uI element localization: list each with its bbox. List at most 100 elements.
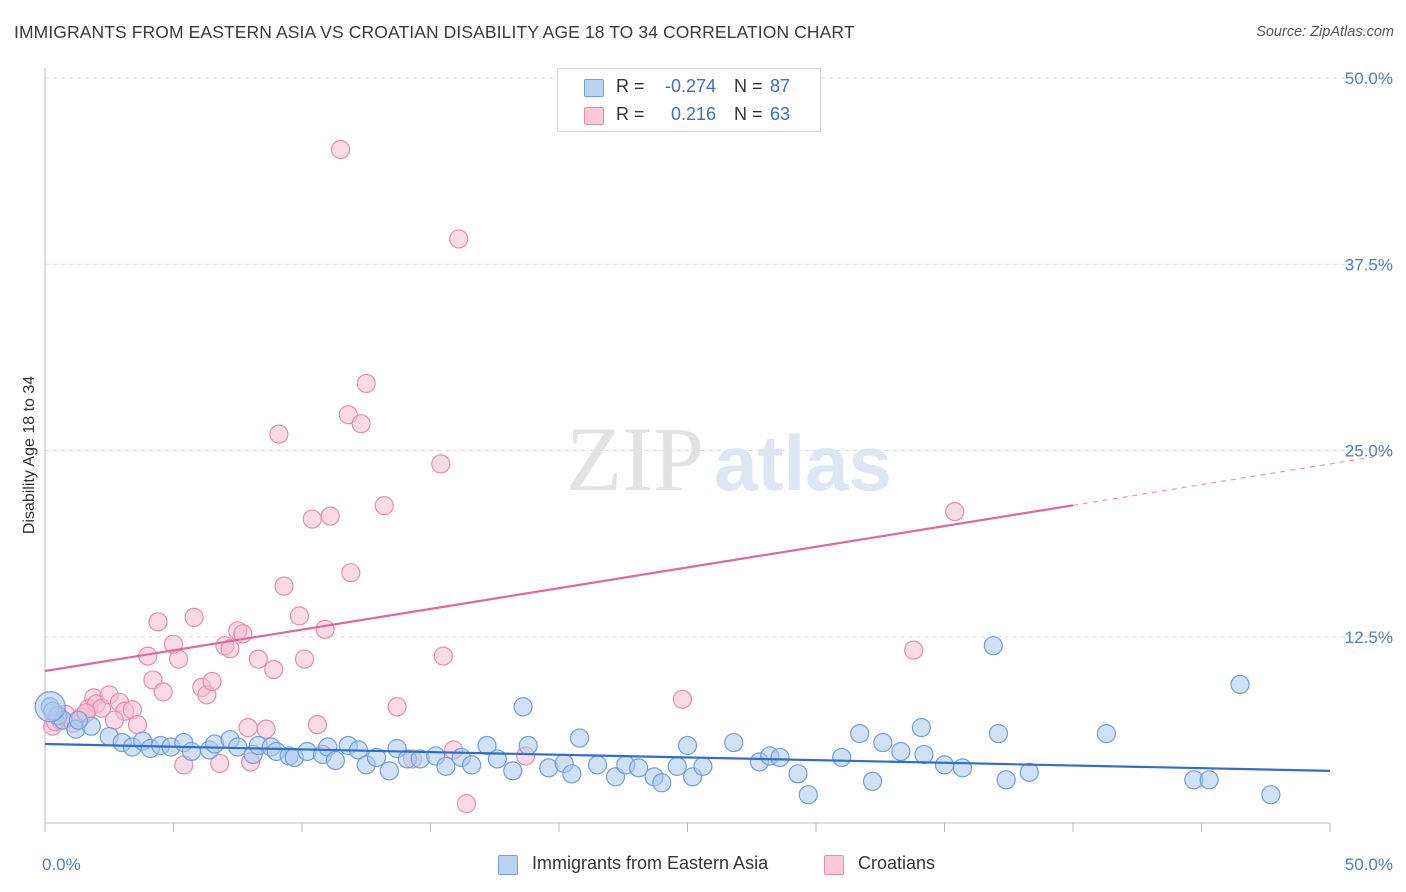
y-tick-labels: 12.5% 25.0% 37.5% 50.0% bbox=[1345, 69, 1393, 647]
data-point bbox=[911, 718, 931, 738]
data-point bbox=[652, 773, 672, 793]
x-tick-label: 50.0% bbox=[1345, 855, 1393, 874]
data-point bbox=[307, 715, 328, 735]
chart-title: IMMIGRANTS FROM EASTERN ASIA VS CROATIAN… bbox=[14, 22, 855, 42]
data-point bbox=[387, 697, 407, 717]
data-point bbox=[248, 649, 268, 669]
x-tick-label: 0.0% bbox=[42, 855, 81, 874]
data-point bbox=[1096, 723, 1117, 744]
data-point bbox=[148, 612, 168, 632]
legend-n-label: N = bbox=[734, 76, 763, 96]
y-tick-label: 12.5% bbox=[1345, 628, 1393, 647]
trend-lines bbox=[44, 453, 1391, 772]
legend-swatch-pink bbox=[824, 855, 844, 875]
data-point bbox=[210, 753, 230, 774]
data-point bbox=[798, 785, 818, 805]
data-point bbox=[104, 710, 124, 730]
data-point bbox=[341, 563, 361, 583]
trend-line-croatians-extension bbox=[1072, 453, 1391, 506]
data-point bbox=[202, 671, 222, 692]
legend-label: Croatians bbox=[858, 853, 936, 873]
data-point bbox=[904, 640, 924, 660]
grid-lines bbox=[45, 77, 1392, 638]
trend-line-croatians bbox=[44, 504, 1074, 673]
series-eastern-asia-points bbox=[34, 636, 1281, 805]
y-tick-label: 25.0% bbox=[1345, 442, 1393, 461]
data-point bbox=[264, 659, 284, 680]
legend-r-value: -0.274 bbox=[664, 76, 716, 96]
data-point bbox=[356, 373, 376, 394]
data-point bbox=[456, 794, 477, 814]
watermark: ZIP atlas bbox=[566, 408, 892, 510]
data-point bbox=[996, 770, 1016, 790]
data-point bbox=[934, 755, 955, 775]
data-point bbox=[677, 735, 698, 756]
data-point bbox=[289, 606, 310, 626]
data-point bbox=[629, 758, 649, 778]
data-point bbox=[449, 229, 469, 249]
data-point bbox=[503, 761, 523, 781]
data-point bbox=[672, 689, 692, 709]
data-point bbox=[562, 764, 582, 784]
data-point bbox=[68, 710, 89, 730]
data-point bbox=[788, 764, 808, 784]
data-point bbox=[374, 496, 394, 516]
data-point bbox=[891, 741, 911, 762]
data-point bbox=[724, 732, 744, 753]
legend-swatch-blue bbox=[584, 79, 604, 97]
data-point bbox=[873, 732, 893, 753]
data-point bbox=[1199, 770, 1219, 790]
legend-row-eastern-asia: R = -0.274 N = 87 bbox=[558, 73, 820, 101]
data-point bbox=[330, 139, 351, 160]
legend-label: Immigrants from Eastern Asia bbox=[532, 853, 769, 873]
legend-n-value: 87 bbox=[770, 76, 791, 96]
data-point bbox=[952, 758, 973, 778]
data-point bbox=[127, 715, 148, 735]
data-point bbox=[832, 747, 852, 768]
data-point bbox=[693, 756, 713, 776]
data-point bbox=[945, 501, 965, 522]
data-point bbox=[184, 607, 204, 627]
data-point bbox=[315, 619, 335, 639]
data-point bbox=[153, 682, 173, 702]
data-point bbox=[181, 741, 202, 762]
watermark-zip: ZIP bbox=[566, 408, 704, 510]
data-point bbox=[1230, 674, 1250, 695]
trend-line-eastern-asia bbox=[44, 742, 1331, 772]
data-point bbox=[169, 649, 189, 669]
data-point bbox=[914, 744, 934, 765]
y-tick-label: 50.0% bbox=[1345, 69, 1393, 88]
source-label: Source: ZipAtlas.com bbox=[1256, 24, 1394, 40]
data-point bbox=[269, 424, 289, 444]
legend-r-label: R = bbox=[616, 104, 645, 124]
data-point bbox=[256, 719, 276, 739]
legend-swatch-blue bbox=[498, 855, 518, 875]
data-point bbox=[302, 509, 322, 529]
data-point bbox=[1019, 762, 1039, 782]
legend-n-label: N = bbox=[734, 104, 763, 124]
data-point bbox=[220, 639, 240, 659]
data-point bbox=[431, 454, 451, 474]
x-tick-labels: 0.0% 50.0% bbox=[42, 855, 1393, 874]
data-point bbox=[862, 771, 883, 791]
data-point bbox=[433, 646, 453, 666]
data-point bbox=[294, 649, 315, 669]
data-point bbox=[379, 761, 399, 781]
data-point bbox=[569, 728, 590, 748]
data-point bbox=[587, 755, 608, 775]
legend-row-croatians: R = 0.216 N = 63 bbox=[558, 101, 820, 129]
data-point bbox=[462, 755, 482, 775]
legend-r-label: R = bbox=[616, 76, 645, 96]
data-point bbox=[513, 697, 533, 717]
data-point bbox=[518, 735, 538, 756]
legend-swatch-pink bbox=[584, 107, 604, 125]
legend-n-value: 63 bbox=[770, 104, 791, 124]
series-legend: Immigrants from Eastern Asia Croatians bbox=[0, 852, 1406, 878]
data-point bbox=[850, 723, 870, 744]
watermark-atlas: atlas bbox=[714, 419, 892, 507]
data-point bbox=[770, 747, 790, 768]
y-tick-label: 37.5% bbox=[1345, 255, 1393, 274]
data-point bbox=[1261, 785, 1281, 805]
data-point bbox=[988, 723, 1009, 744]
